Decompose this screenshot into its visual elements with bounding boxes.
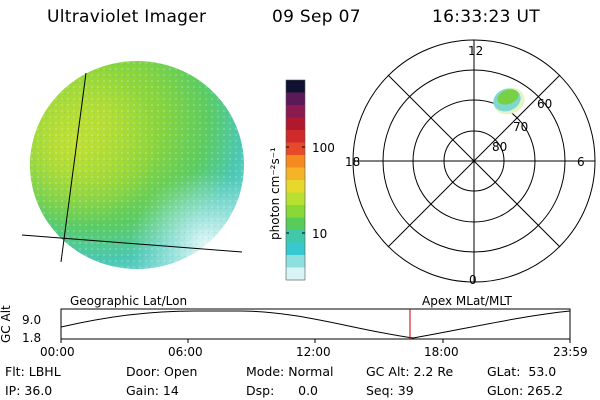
date-label: 09 Sep 07 bbox=[272, 7, 361, 27]
timeline-xtick-0600: 06:00 bbox=[168, 345, 203, 359]
footer-gain: Gain: 14 bbox=[126, 383, 179, 398]
auroral-image-patch bbox=[493, 87, 525, 115]
altitude-curve bbox=[60, 310, 571, 339]
colorbar-cell bbox=[286, 117, 305, 131]
timeline-xtick-0000: 00:00 bbox=[40, 345, 75, 359]
footer-seq: Seq: 39 bbox=[366, 383, 414, 398]
footer-ip: IP: 36.0 bbox=[5, 383, 53, 398]
colorbar-cell bbox=[286, 192, 305, 206]
timeline-xtick-1800: 18:00 bbox=[424, 345, 459, 359]
longitude-line bbox=[60, 72, 87, 263]
timeline-right-title: Apex MLat/MLT bbox=[422, 294, 512, 308]
colorbar-tick-label-10: 10 bbox=[312, 227, 328, 241]
timeline-ytick-low: 1.8 bbox=[22, 331, 42, 345]
footer-dsp: Dsp: 0.0 bbox=[246, 383, 319, 398]
footer-door: Door: Open bbox=[126, 364, 198, 379]
colorbar-cell bbox=[286, 217, 305, 231]
colorbar-tick-label-100: 100 bbox=[312, 141, 335, 155]
colorbar-cell bbox=[286, 167, 305, 181]
timeline-left-title: Geographic Lat/Lon bbox=[70, 294, 188, 308]
polar-label-12: 12 bbox=[468, 44, 484, 58]
timeline-frame bbox=[60, 308, 571, 340]
polar-diagonal-2 bbox=[387, 74, 561, 248]
polar-ring-label-60: 60 bbox=[537, 97, 553, 111]
colorbar-cell bbox=[286, 155, 305, 168]
colorbar-cell bbox=[286, 80, 305, 93]
colorbar-cell bbox=[286, 267, 305, 281]
colorbar-cell bbox=[286, 92, 305, 106]
footer-glat: GLat: 53.0 bbox=[487, 364, 557, 379]
timeline-x-ticks bbox=[60, 339, 571, 343]
footer-flt: Flt: LBHL bbox=[5, 364, 61, 379]
colorbar-cell bbox=[286, 255, 305, 268]
polar-label-0: 0 bbox=[469, 273, 477, 287]
polar-ring-label-80: 80 bbox=[492, 140, 508, 154]
timeline-ytick-high: 9.0 bbox=[22, 313, 42, 327]
instrument-title: Ultraviolet Imager bbox=[47, 7, 207, 27]
polar-ring-label-70: 70 bbox=[513, 120, 529, 134]
footer-gc-alt: GC Alt: 2.2 Re bbox=[366, 364, 454, 379]
footer-mode: Mode: Normal bbox=[246, 364, 334, 379]
colorbar-cell bbox=[286, 130, 305, 143]
colorbar-cell bbox=[286, 230, 305, 243]
timeline-xtick-1200: 12:00 bbox=[296, 345, 331, 359]
colorbar-cell bbox=[286, 180, 305, 193]
timeline-xtick-2359: 23:59 bbox=[553, 345, 588, 359]
colorbar-cell bbox=[286, 205, 305, 218]
earth-disk bbox=[30, 61, 244, 269]
colorbar-cell bbox=[286, 142, 305, 156]
latitude-line bbox=[21, 234, 243, 253]
footer-glon: GLon: 265.2 bbox=[487, 383, 563, 398]
colorbar-cell bbox=[286, 105, 305, 118]
polar-label-18: 18 bbox=[345, 155, 361, 169]
colorbar-cell bbox=[286, 242, 305, 256]
polar-label-6: 6 bbox=[577, 155, 585, 169]
time-label: 16:33:23 UT bbox=[432, 7, 540, 27]
